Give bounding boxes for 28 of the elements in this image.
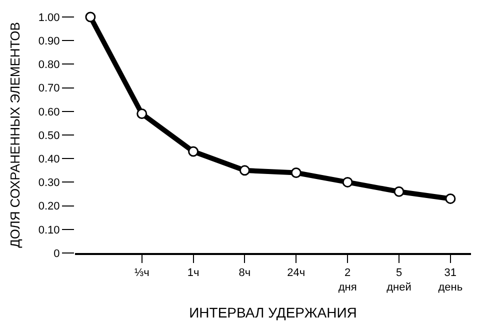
point (239, 165, 250, 176)
y-tick-label: 0.80 (38, 59, 60, 72)
point (85, 12, 96, 22)
point (342, 176, 353, 188)
point (290, 168, 302, 178)
y-tick-label: 0.60 (38, 106, 60, 118)
point (394, 186, 404, 197)
x-axis-title: ИНТЕРВАЛ УДЕРЖАНИЯ (189, 304, 357, 320)
y-axis-title: ДОЛЯ СОХРАНЕННЫХ ЭЛЕМЕНТОВ (7, 22, 22, 248)
point (136, 108, 148, 120)
x-tick-label: 8ч (238, 267, 251, 280)
point (445, 193, 456, 204)
y-tick-label: 0.50 (38, 130, 60, 142)
x-tick-label: 1ч (187, 267, 200, 280)
x-tick-label: 5 дней (386, 267, 412, 294)
y-tick-label: 0 (54, 248, 60, 260)
x-tick-label: 24ч (287, 267, 306, 280)
y-tick-label: 0.10 (38, 224, 60, 236)
point (188, 146, 199, 157)
y-tick-label: 1.00 (38, 12, 60, 24)
y-tick-label: 0.30 (38, 177, 60, 190)
x-tick-label: 31 день (438, 267, 463, 294)
y-tick-label: 0.70 (38, 82, 60, 95)
x-tick-label: ⅓ч (134, 267, 150, 280)
y-tick-label: 0.40 (38, 153, 60, 166)
y-tick-label: 0.90 (38, 35, 60, 48)
y-tick-label: 0.20 (38, 200, 60, 213)
x-tick-label: 2 дня (338, 267, 357, 294)
